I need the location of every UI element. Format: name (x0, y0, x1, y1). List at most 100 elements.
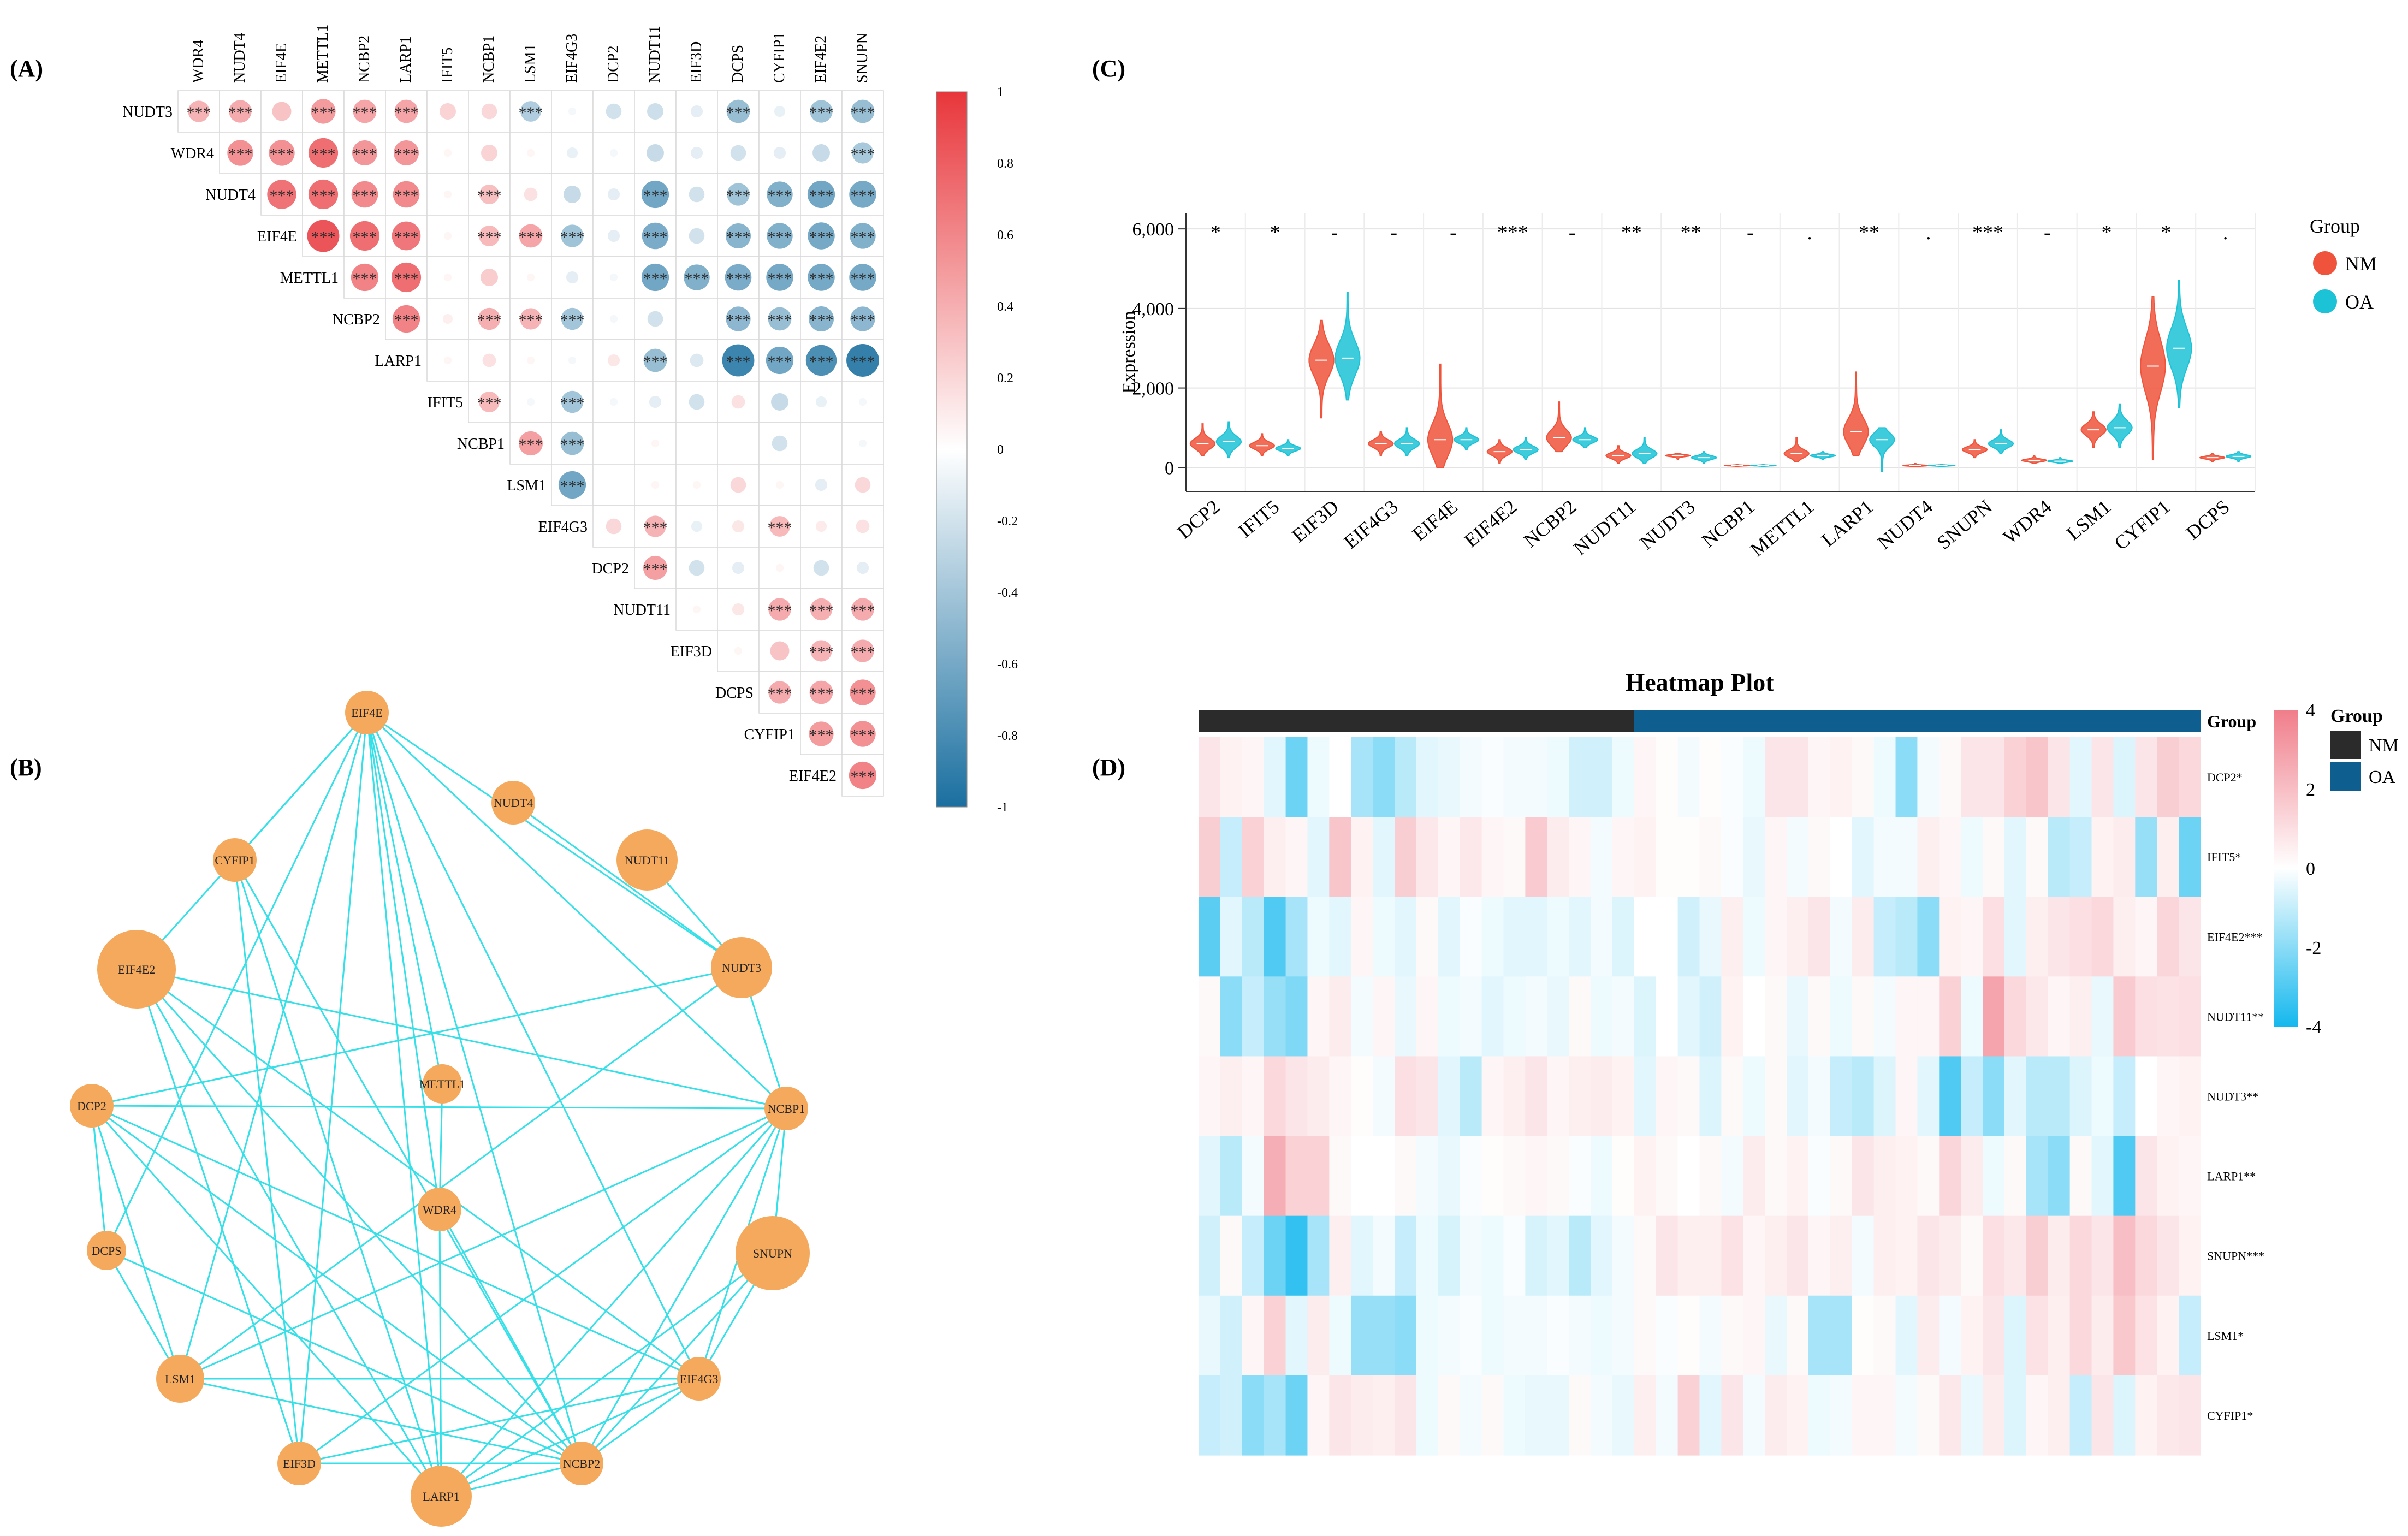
significance-stars: *** (851, 187, 875, 205)
significance-stars: *** (560, 394, 585, 412)
significance-stars: *** (560, 311, 585, 329)
corr-circle (353, 99, 377, 123)
heatmap-cell (1808, 1215, 1831, 1296)
significance-stars: *** (726, 187, 751, 205)
heatmap-cell (1808, 817, 1831, 897)
heatmap-cell (2157, 897, 2179, 977)
heatmap-cell (1765, 1136, 1787, 1217)
heatmap-cell (2157, 976, 2179, 1057)
corr-circle (442, 313, 453, 324)
heatmap-cell (1852, 897, 1875, 977)
heatmap-cell (1895, 897, 1918, 977)
x-tick-label: EIF4G3 (1339, 495, 1402, 553)
heatmap-cell (1525, 1295, 1547, 1376)
group-legend-swatch (2330, 762, 2361, 791)
heatmap-cell (1591, 1056, 1613, 1137)
corr-circle (644, 515, 666, 537)
corr-circle (440, 103, 456, 120)
heatmap-cell (1743, 1136, 1765, 1217)
violin-shape (1393, 427, 1420, 456)
significance-stars: *** (768, 187, 792, 205)
heatmap-cell (1612, 737, 1635, 817)
corr-circle (478, 307, 501, 330)
corr-circle (267, 180, 296, 209)
heatmap-cell (2069, 1136, 2092, 1217)
significance-stars: *** (851, 145, 875, 163)
network-node-label: LSM1 (165, 1372, 195, 1386)
heatmap-cell (1438, 1375, 1461, 1456)
corr-row-label: EIF3D (671, 643, 712, 660)
heatmap-cell (1329, 1215, 1351, 1296)
heatmap-cell (1808, 1375, 1831, 1456)
significance-stars: *** (726, 353, 751, 371)
corr-circle (607, 354, 620, 367)
heatmap-cell (1656, 1375, 1679, 1456)
violin-shape (1427, 363, 1454, 468)
heatmap-cell (2026, 737, 2049, 817)
significance-stars: *** (851, 104, 875, 122)
heatmap-cell (1743, 1215, 1765, 1296)
heatmap-cell (1481, 817, 1504, 897)
heatmap-cell (1983, 897, 2005, 977)
significance-stars: *** (353, 104, 377, 122)
significance-label: *** (1972, 221, 2003, 244)
corr-circle (351, 263, 379, 292)
heatmap-cell (1699, 976, 1722, 1057)
violin-shape (1249, 433, 1276, 456)
heatmap-cell (1285, 976, 1308, 1057)
network-edge (438, 1209, 442, 1497)
heatmap-cell (1656, 1215, 1679, 1296)
corr-cell (841, 547, 884, 589)
significance-stars: *** (809, 270, 834, 288)
heatmap-cell (1460, 1375, 1482, 1456)
network-node-label: NUDT11 (625, 853, 669, 867)
corr-circle (768, 681, 791, 704)
network-edge (136, 968, 787, 1110)
heatmap-cell (2048, 737, 2071, 817)
heatmap-cell (1852, 1375, 1875, 1456)
heatmap-cell (1852, 1056, 1875, 1137)
heatmap-cell (2113, 737, 2136, 817)
corr-circle (812, 144, 830, 162)
heatmap-cell (2004, 1375, 2027, 1456)
heatmap-cell (1699, 1295, 1722, 1376)
corr-cell (758, 381, 801, 423)
corr-circle (809, 721, 834, 746)
corr-circle (850, 223, 876, 249)
network-node-label: SNUPN (753, 1247, 792, 1260)
heatmap-cell (1895, 1375, 1918, 1456)
corr-col-label: DCP2 (605, 46, 622, 83)
heatmap-cell (1329, 1056, 1351, 1137)
heatmap-cell (1220, 737, 1243, 817)
heatmap-cell (1220, 1295, 1243, 1376)
x-tick-label: NUDT4 (1873, 495, 1937, 553)
network-node-label: EIF4E (351, 706, 382, 720)
heatmap-cell (2069, 1056, 2092, 1137)
corr-circle (647, 144, 664, 162)
corr-circle (732, 603, 745, 616)
heatmap-cell (1481, 1215, 1504, 1296)
violin-shape (1335, 292, 1361, 401)
corr-circle (647, 103, 663, 120)
heatmap-cell (1569, 817, 1591, 897)
heatmap-cell (1481, 897, 1504, 977)
heatmap-cell (1199, 976, 1221, 1057)
heatmap-cell (1961, 1056, 1983, 1137)
heatmap-cell (1285, 737, 1308, 817)
heatmap-cell (1199, 737, 1221, 817)
corr-circle (810, 598, 833, 621)
heatmap-cell (2135, 1375, 2157, 1456)
corr-circle (856, 519, 870, 533)
significance-stars: *** (851, 602, 875, 620)
corr-col-label: WDR4 (190, 40, 207, 83)
heatmap-cell (1220, 897, 1243, 977)
significance-stars: *** (768, 270, 792, 288)
heatmap-cell (1395, 817, 1417, 897)
network-edge (234, 859, 300, 1464)
heatmap-cell (2048, 1375, 2071, 1456)
significance-stars: *** (643, 228, 668, 246)
heatmap-cell (2135, 1295, 2157, 1376)
heatmap-row-label: DCP2* (2207, 770, 2243, 784)
heatmap-cell (1525, 817, 1547, 897)
